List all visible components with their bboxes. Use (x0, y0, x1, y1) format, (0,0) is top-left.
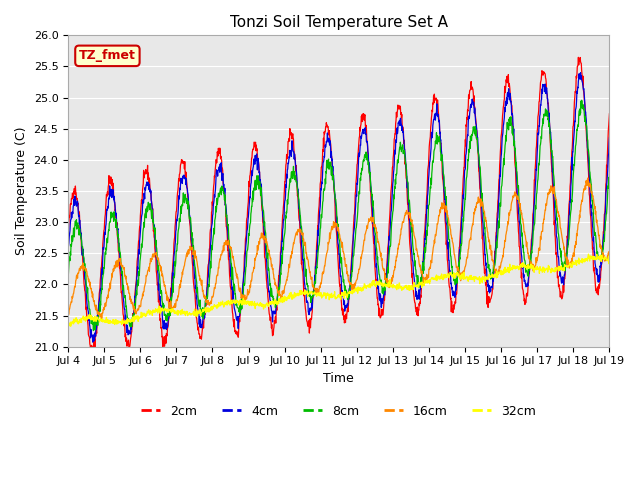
2cm (372, 280, 380, 286)
16cm (294, 227, 302, 232)
16cm (584, 175, 591, 181)
2cm (129, 324, 136, 329)
Line: 32cm: 32cm (68, 254, 609, 327)
2cm (107, 181, 115, 187)
32cm (294, 290, 301, 296)
4cm (372, 261, 380, 267)
8cm (605, 171, 613, 177)
Y-axis label: Soil Temperature (C): Soil Temperature (C) (15, 127, 28, 255)
16cm (107, 286, 115, 292)
32cm (305, 290, 313, 296)
32cm (585, 251, 593, 257)
4cm (107, 193, 115, 199)
2cm (605, 111, 613, 117)
16cm (64, 312, 72, 318)
8cm (372, 246, 380, 252)
Text: TZ_fmet: TZ_fmet (79, 49, 136, 62)
Line: 2cm: 2cm (68, 57, 609, 351)
8cm (107, 219, 115, 225)
2cm (575, 54, 582, 60)
32cm (315, 290, 323, 296)
2cm (87, 348, 95, 354)
Line: 16cm: 16cm (68, 178, 609, 318)
4cm (129, 316, 136, 322)
32cm (605, 257, 613, 263)
2cm (64, 229, 72, 235)
32cm (128, 319, 136, 324)
16cm (98, 315, 106, 321)
8cm (294, 191, 302, 196)
X-axis label: Time: Time (323, 372, 354, 385)
4cm (605, 135, 613, 141)
8cm (316, 242, 323, 248)
8cm (90, 328, 97, 334)
2cm (316, 203, 323, 209)
8cm (129, 314, 136, 320)
16cm (305, 267, 313, 273)
Line: 8cm: 8cm (68, 100, 609, 331)
4cm (305, 309, 313, 315)
16cm (316, 287, 323, 293)
32cm (64, 324, 72, 330)
16cm (605, 250, 613, 256)
4cm (89, 339, 97, 345)
8cm (64, 276, 72, 282)
4cm (316, 219, 323, 225)
8cm (305, 294, 313, 300)
16cm (372, 230, 380, 236)
32cm (372, 284, 380, 289)
4cm (64, 243, 72, 249)
Legend: 2cm, 4cm, 8cm, 16cm, 32cm: 2cm, 4cm, 8cm, 16cm, 32cm (136, 400, 541, 423)
32cm (106, 317, 114, 323)
2cm (305, 330, 313, 336)
Title: Tonzi Soil Temperature Set A: Tonzi Soil Temperature Set A (230, 15, 448, 30)
4cm (294, 187, 302, 192)
Line: 4cm: 4cm (68, 73, 609, 342)
16cm (129, 301, 136, 307)
2cm (294, 199, 302, 204)
4cm (577, 70, 584, 76)
8cm (578, 97, 586, 103)
